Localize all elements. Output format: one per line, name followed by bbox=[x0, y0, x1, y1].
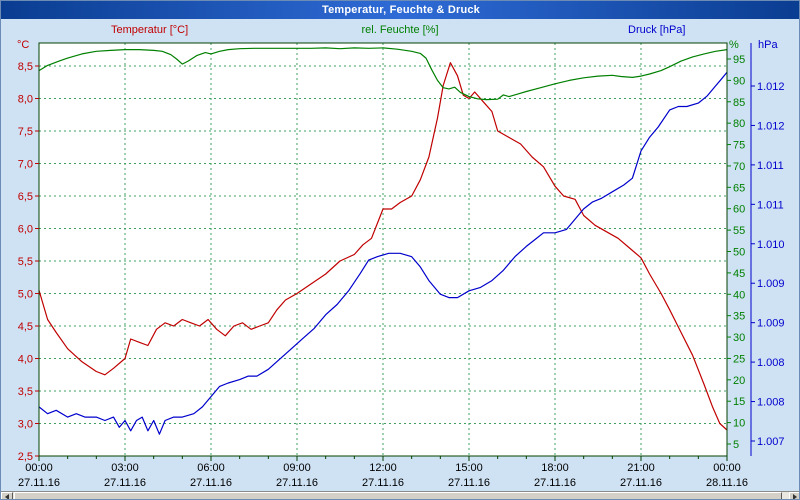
svg-text:4,5: 4,5 bbox=[18, 321, 33, 333]
svg-text:70: 70 bbox=[733, 161, 745, 173]
svg-text:55: 55 bbox=[733, 225, 745, 237]
svg-text:27.11.16: 27.11.16 bbox=[534, 477, 576, 489]
svg-text:10: 10 bbox=[733, 418, 745, 430]
svg-text:40: 40 bbox=[733, 289, 745, 301]
x-axis: 00:00 27.11.16 03:00 27.11.16 06:00 27.11.16 0… bbox=[18, 456, 748, 489]
svg-text:2,5: 2,5 bbox=[18, 451, 33, 463]
svg-text:8,0: 8,0 bbox=[18, 94, 33, 106]
svg-text:15:00: 15:00 bbox=[455, 462, 483, 474]
svg-text:06:00: 06:00 bbox=[197, 462, 225, 474]
humidity-axis: 95 90 85 80 75 70 65 60 55 50 45 40 35 30 25 20 15 10 5 bbox=[727, 54, 745, 451]
svg-text:21:00: 21:00 bbox=[627, 462, 655, 474]
svg-text:27.11.16: 27.11.16 bbox=[18, 477, 60, 489]
svg-text:27.11.16: 27.11.16 bbox=[276, 477, 318, 489]
svg-text:75: 75 bbox=[733, 140, 745, 152]
svg-text:35: 35 bbox=[733, 311, 745, 323]
svg-text:6,5: 6,5 bbox=[18, 191, 33, 203]
svg-text:5,5: 5,5 bbox=[18, 256, 33, 268]
svg-text:5: 5 bbox=[733, 439, 739, 451]
svg-text:1.007: 1.007 bbox=[757, 436, 785, 448]
scrollbar-track[interactable] bbox=[13, 492, 789, 499]
svg-text:18:00: 18:00 bbox=[541, 462, 569, 474]
svg-text:00:00: 00:00 bbox=[713, 462, 741, 474]
svg-text:30: 30 bbox=[733, 332, 745, 344]
humidity-axis-unit: % bbox=[729, 39, 739, 51]
svg-text:50: 50 bbox=[733, 247, 745, 259]
svg-text:27.11.16: 27.11.16 bbox=[104, 477, 146, 489]
svg-text:60: 60 bbox=[733, 204, 745, 216]
svg-text:25: 25 bbox=[733, 353, 745, 365]
svg-text:1.012: 1.012 bbox=[757, 81, 785, 93]
svg-text:28.11.16: 28.11.16 bbox=[706, 477, 748, 489]
scrollbar-thumb[interactable] bbox=[14, 492, 783, 499]
legend-pressure: Druck [hPa] bbox=[628, 24, 686, 36]
svg-text:5,0: 5,0 bbox=[18, 289, 33, 301]
svg-text:20: 20 bbox=[733, 375, 745, 387]
svg-text:27.11.16: 27.11.16 bbox=[362, 477, 404, 489]
svg-text:6,0: 6,0 bbox=[18, 224, 33, 236]
svg-text:27.11.16: 27.11.16 bbox=[448, 477, 490, 489]
svg-text:1.009: 1.009 bbox=[757, 278, 785, 290]
svg-text:1.009: 1.009 bbox=[757, 318, 785, 330]
svg-text:1.012: 1.012 bbox=[757, 120, 785, 132]
svg-text:45: 45 bbox=[733, 268, 745, 280]
svg-text:3,0: 3,0 bbox=[18, 419, 33, 431]
svg-text:90: 90 bbox=[733, 75, 745, 87]
svg-text:03:00: 03:00 bbox=[111, 462, 139, 474]
svg-text:7,0: 7,0 bbox=[18, 159, 33, 171]
chart-plot: 8,5 8,0 7,5 7,0 6,5 6,0 5,5 5,0 4,5 4,0 3,5 3,0 2,5 9… bbox=[18, 42, 785, 489]
svg-text:27.11.16: 27.11.16 bbox=[620, 477, 662, 489]
svg-text:1.008: 1.008 bbox=[757, 397, 785, 409]
temperature-curve bbox=[38, 62, 728, 431]
svg-text:12:00: 12:00 bbox=[369, 462, 397, 474]
svg-text:1.011: 1.011 bbox=[757, 199, 784, 211]
svg-text:3,5: 3,5 bbox=[18, 386, 33, 398]
window-titlebar[interactable]: Temperatur, Feuchte & Druck bbox=[1, 1, 799, 19]
svg-text:95: 95 bbox=[733, 54, 745, 66]
humidity-curve bbox=[38, 47, 728, 101]
svg-text:09:00: 09:00 bbox=[283, 462, 311, 474]
temperature-axis: 8,5 8,0 7,5 7,0 6,5 6,0 5,5 5,0 4,5 4,0 3,5 3,0 2,5 bbox=[18, 61, 39, 463]
scroll-left-button[interactable] bbox=[1, 492, 13, 499]
temperature-axis-unit: °C bbox=[17, 39, 30, 51]
svg-text:00:00: 00:00 bbox=[25, 462, 53, 474]
horizontal-scrollbar[interactable] bbox=[1, 491, 799, 499]
pressure-axis: 1.012 1.012 1.011 1.011 1.010 1.009 1.009 1.008… bbox=[750, 43, 785, 456]
scroll-right-button[interactable] bbox=[789, 492, 799, 499]
scroll-right-icon bbox=[793, 493, 797, 499]
svg-text:1.010: 1.010 bbox=[757, 239, 785, 251]
window-title: Temperatur, Feuchte & Druck bbox=[321, 4, 480, 16]
pressure-axis-unit: hPa bbox=[758, 39, 778, 51]
svg-text:80: 80 bbox=[733, 118, 745, 130]
svg-text:8,5: 8,5 bbox=[18, 61, 33, 73]
svg-text:65: 65 bbox=[733, 182, 745, 194]
svg-text:1.011: 1.011 bbox=[757, 160, 784, 172]
svg-text:4,0: 4,0 bbox=[18, 354, 33, 366]
svg-text:15: 15 bbox=[733, 396, 745, 408]
legend-humidity: rel. Feuchte [%] bbox=[361, 24, 439, 36]
gridlines bbox=[39, 43, 727, 456]
svg-text:85: 85 bbox=[733, 97, 745, 109]
svg-text:27.11.16: 27.11.16 bbox=[190, 477, 232, 489]
pressure-curve bbox=[38, 71, 728, 435]
legend-temperature: Temperatur [°C] bbox=[111, 24, 189, 36]
scroll-left-icon bbox=[5, 493, 9, 499]
series-curves bbox=[38, 47, 728, 435]
svg-text:1.008: 1.008 bbox=[757, 357, 785, 369]
svg-text:7,5: 7,5 bbox=[18, 126, 33, 138]
